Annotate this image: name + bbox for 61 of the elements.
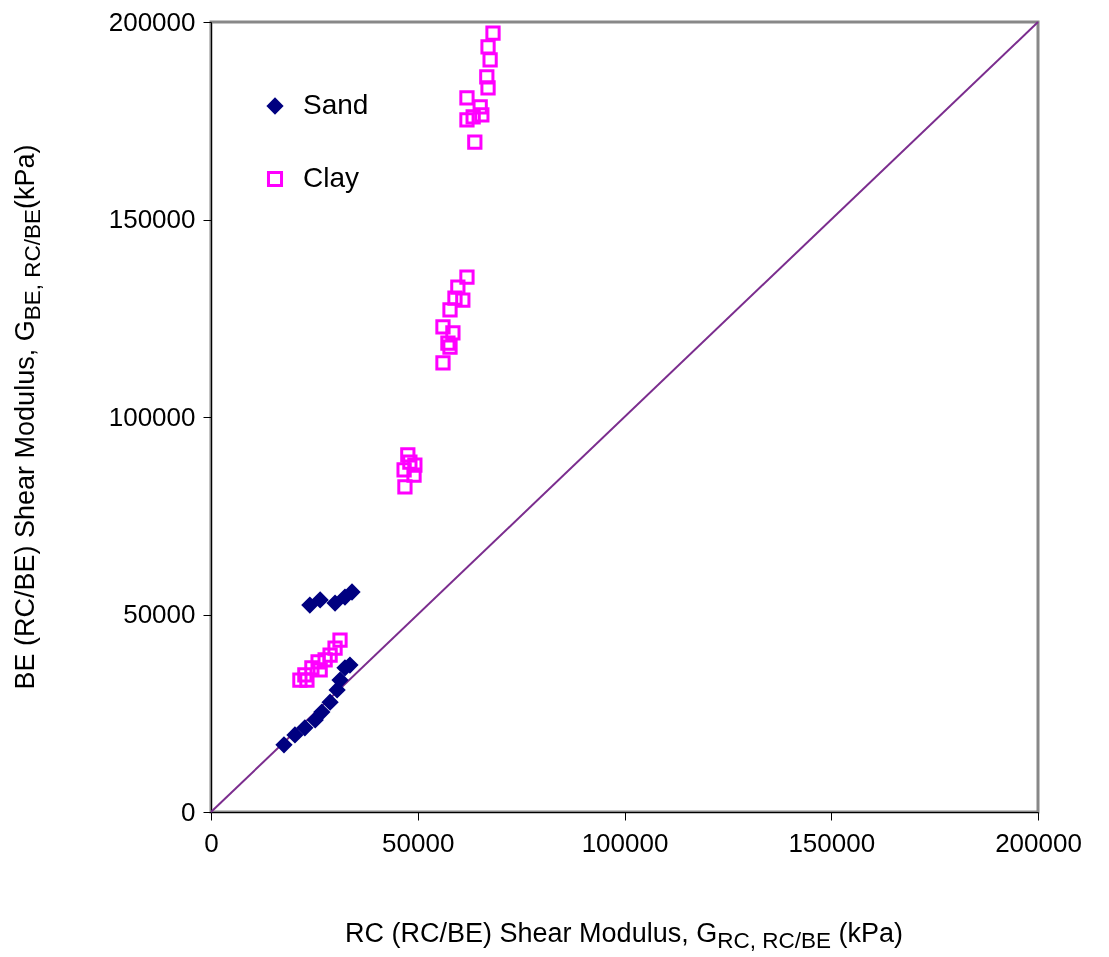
point <box>442 302 458 318</box>
point <box>407 457 423 473</box>
point <box>297 667 313 683</box>
y-tick-label: 150000 <box>108 204 196 234</box>
point <box>397 479 413 495</box>
point <box>459 90 475 106</box>
point <box>307 711 324 728</box>
point <box>332 632 348 648</box>
point <box>400 447 416 463</box>
x-axis-title: RC (RC/BE) Shear Modulus, G$_{RC, RC/BE}$ (kPa) <box>345 918 903 955</box>
point <box>465 109 481 125</box>
point <box>322 647 338 663</box>
point <box>445 325 461 341</box>
point <box>313 704 330 721</box>
y-tick-label: 100000 <box>108 401 196 432</box>
point <box>343 583 361 600</box>
point <box>327 640 343 656</box>
x-tick-label: 100000 <box>581 827 669 858</box>
point <box>480 39 496 55</box>
point <box>472 99 488 115</box>
point <box>327 595 344 612</box>
point <box>299 672 315 688</box>
point <box>296 719 313 736</box>
point <box>331 672 349 689</box>
point <box>442 339 458 355</box>
point <box>440 335 456 351</box>
x-tick-label: 150000 <box>788 827 876 858</box>
legend-label: Clay <box>303 162 360 193</box>
point <box>482 52 498 68</box>
x-tick-label: 0 <box>204 827 219 858</box>
point <box>286 726 303 743</box>
x-tick-label: 50000 <box>382 827 455 858</box>
point <box>317 652 333 668</box>
point <box>322 694 339 711</box>
point <box>435 355 451 371</box>
legend-label: Sand <box>303 89 369 120</box>
y-tick-label: 0 <box>181 796 196 827</box>
point <box>402 454 418 470</box>
y-tick-label: 50000 <box>123 599 196 629</box>
point <box>275 736 292 753</box>
point <box>304 660 320 676</box>
point <box>485 25 501 41</box>
point <box>435 319 451 335</box>
point <box>447 290 463 306</box>
y-tick-label: 200000 <box>108 6 196 37</box>
point <box>450 279 466 295</box>
point <box>292 672 308 688</box>
point <box>312 662 328 678</box>
point <box>474 107 490 123</box>
point <box>459 269 475 285</box>
point <box>310 654 326 670</box>
point <box>301 597 318 614</box>
point <box>479 69 495 85</box>
point <box>312 591 329 608</box>
point <box>396 462 412 478</box>
point <box>467 134 483 150</box>
point <box>455 292 471 308</box>
x-tick-label: 200000 <box>995 827 1082 858</box>
point <box>459 112 475 128</box>
point <box>480 80 496 96</box>
point <box>406 467 422 483</box>
